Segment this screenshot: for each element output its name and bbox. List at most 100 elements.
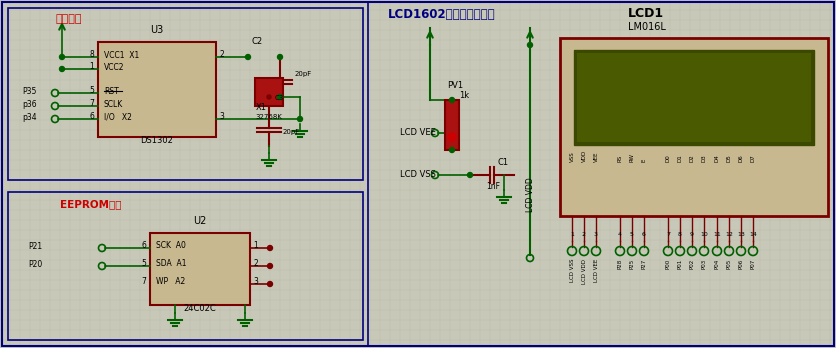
Text: D7: D7 [751, 154, 756, 162]
Text: LCD VDD: LCD VDD [582, 259, 587, 284]
Text: 5: 5 [141, 259, 146, 268]
Circle shape [298, 117, 303, 121]
Circle shape [278, 55, 283, 60]
Circle shape [268, 245, 273, 251]
Text: 2: 2 [219, 50, 224, 59]
Text: LCD VDD: LCD VDD [526, 177, 535, 212]
Text: WP   A2: WP A2 [156, 277, 186, 286]
Text: 11: 11 [713, 231, 721, 237]
Bar [8, 8, 363, 180]
Bar [560, 38, 828, 216]
Text: LCD VEE: LCD VEE [594, 259, 599, 282]
Text: 7: 7 [89, 99, 94, 108]
Text: U2: U2 [193, 216, 206, 226]
Text: P27: P27 [641, 259, 646, 269]
Text: 1: 1 [253, 241, 257, 250]
Bar [368, 2, 834, 346]
Text: PV1: PV1 [447, 81, 463, 90]
Text: LM016L: LM016L [628, 22, 666, 32]
Bar [150, 233, 250, 305]
Text: P20: P20 [28, 260, 43, 269]
Text: 6: 6 [141, 241, 146, 250]
Text: P35: P35 [22, 87, 37, 96]
Text: 1: 1 [570, 231, 574, 237]
Text: 8: 8 [89, 50, 94, 59]
Text: 32768K: 32768K [255, 114, 282, 120]
Text: D1: D1 [677, 154, 682, 162]
Text: 13: 13 [737, 231, 745, 237]
Text: p36: p36 [22, 100, 37, 109]
Bar [574, 50, 814, 145]
Text: p34: p34 [22, 113, 37, 122]
Text: C3: C3 [275, 95, 284, 101]
Text: P03: P03 [701, 259, 706, 269]
Text: 时钟模块: 时钟模块 [55, 14, 81, 24]
Bar [98, 42, 216, 137]
Text: D5: D5 [726, 154, 732, 162]
Text: LCD1: LCD1 [628, 7, 664, 20]
Text: 5: 5 [630, 231, 634, 237]
Text: 8: 8 [678, 231, 682, 237]
Text: VCC1  X1: VCC1 X1 [104, 51, 140, 60]
Text: VEE: VEE [594, 151, 599, 162]
Text: P00: P00 [665, 259, 670, 269]
Bar [8, 192, 363, 340]
Text: D0: D0 [665, 154, 670, 162]
Circle shape [246, 55, 251, 60]
Circle shape [450, 97, 455, 103]
Text: P21: P21 [28, 242, 42, 251]
Text: VDD: VDD [582, 150, 587, 162]
Circle shape [278, 95, 283, 100]
Circle shape [450, 148, 455, 152]
Circle shape [59, 66, 64, 71]
Text: 7: 7 [666, 231, 670, 237]
Circle shape [267, 95, 271, 99]
Text: VSS: VSS [569, 151, 574, 162]
Text: RW: RW [630, 153, 635, 162]
Text: LCD1602液晶显示屏模块: LCD1602液晶显示屏模块 [388, 8, 496, 21]
Text: I/O   X2: I/O X2 [104, 113, 132, 122]
Text: P04: P04 [715, 259, 720, 269]
Text: LCD VEE: LCD VEE [400, 128, 436, 137]
Text: 1nF: 1nF [486, 182, 500, 191]
Bar [255, 78, 283, 106]
Text: D2: D2 [690, 154, 695, 162]
Text: LCD VSS: LCD VSS [400, 170, 436, 179]
Text: SCK  A0: SCK A0 [156, 241, 186, 250]
Text: 3: 3 [594, 231, 598, 237]
Text: P01: P01 [677, 259, 682, 269]
Text: RST: RST [104, 87, 119, 96]
Text: EEPROM模块: EEPROM模块 [60, 199, 121, 209]
Circle shape [268, 263, 273, 269]
Text: P06: P06 [738, 259, 743, 269]
Bar [445, 100, 459, 150]
Text: 12: 12 [725, 231, 733, 237]
Text: 4: 4 [618, 231, 622, 237]
Circle shape [59, 55, 64, 60]
Text: 9: 9 [690, 231, 694, 237]
Circle shape [528, 42, 533, 47]
Text: RS: RS [618, 155, 623, 162]
Text: 20pF: 20pF [295, 71, 313, 77]
Text: 3: 3 [219, 112, 224, 121]
Text: 7: 7 [141, 277, 146, 286]
Text: LCD VSS: LCD VSS [569, 259, 574, 283]
Text: 5: 5 [89, 86, 94, 95]
Text: X1: X1 [256, 103, 267, 112]
Text: P28: P28 [618, 259, 623, 269]
Text: 6: 6 [642, 231, 646, 237]
Text: 24C02C: 24C02C [184, 304, 217, 313]
Text: 20pF: 20pF [283, 129, 300, 135]
Circle shape [448, 133, 456, 141]
Text: P05: P05 [726, 259, 732, 269]
Circle shape [268, 282, 273, 286]
Text: C2: C2 [252, 37, 263, 46]
Text: 14: 14 [749, 231, 757, 237]
Bar [577, 53, 811, 142]
Text: 2: 2 [582, 231, 586, 237]
Circle shape [467, 173, 472, 177]
Text: C1: C1 [498, 158, 509, 167]
Text: SDA  A1: SDA A1 [156, 259, 186, 268]
Text: 3: 3 [253, 277, 257, 286]
Text: P02: P02 [690, 259, 695, 269]
